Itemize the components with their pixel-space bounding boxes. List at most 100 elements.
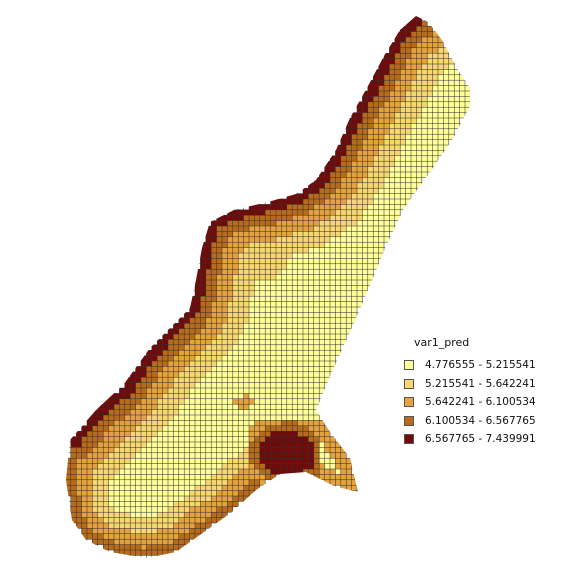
raster-cell <box>384 177 390 183</box>
raster-cell <box>281 339 287 345</box>
raster-cell <box>438 96 444 102</box>
raster-cell <box>276 263 282 270</box>
raster-cell <box>108 490 114 496</box>
raster-cell <box>324 209 330 216</box>
raster-cell <box>184 388 190 394</box>
raster-cell <box>270 425 276 432</box>
raster-cell <box>346 128 352 135</box>
raster-cell <box>405 53 411 59</box>
raster-cell <box>173 366 179 372</box>
raster-cell <box>297 458 303 464</box>
raster-cell <box>211 312 217 318</box>
raster-cell <box>87 501 93 507</box>
raster-cell <box>70 458 77 464</box>
raster-cell <box>200 474 206 480</box>
raster-cell <box>222 274 228 280</box>
raster-cell <box>222 404 228 410</box>
raster-cell <box>324 231 330 237</box>
raster-cell <box>189 463 195 469</box>
raster-cell <box>416 85 422 91</box>
raster-cell <box>427 161 433 167</box>
raster-cell <box>292 452 298 459</box>
raster-cell <box>200 442 206 448</box>
raster-cell <box>265 469 271 475</box>
raster-cell <box>178 317 185 324</box>
raster-cell <box>394 31 401 37</box>
raster-cell <box>384 112 390 118</box>
raster-cell <box>373 242 379 248</box>
raster-cell <box>151 533 158 540</box>
raster-cell <box>373 215 379 221</box>
raster-cell <box>421 91 428 97</box>
raster-cell <box>438 74 444 81</box>
raster-cell <box>330 344 336 351</box>
raster-cell <box>168 474 174 480</box>
raster-cell <box>432 155 438 162</box>
raster-cell <box>157 452 163 459</box>
legend-item: 6.567765 - 7.439991 <box>404 430 536 449</box>
raster-cell <box>243 215 249 221</box>
raster-cell <box>232 301 239 307</box>
raster-cell <box>162 485 168 491</box>
raster-cell <box>265 366 271 372</box>
raster-cell <box>189 371 195 378</box>
raster-cell <box>238 247 244 253</box>
raster-cell <box>400 112 406 118</box>
raster-cell <box>141 485 147 491</box>
raster-cell <box>346 118 352 124</box>
raster-cell <box>421 161 428 167</box>
raster-cell <box>195 501 201 507</box>
raster-cell <box>124 533 131 540</box>
raster-cell <box>157 447 163 453</box>
raster-cell <box>222 447 228 453</box>
raster-cell <box>308 361 314 367</box>
raster-cell <box>141 479 147 486</box>
raster-cell <box>254 290 260 297</box>
raster-cell <box>108 404 114 410</box>
raster-cell <box>254 312 260 318</box>
raster-cell <box>259 236 266 243</box>
raster-cell <box>335 317 341 324</box>
raster-cell <box>200 523 206 529</box>
raster-cell <box>384 53 390 59</box>
raster-cell <box>421 42 428 48</box>
raster-cell <box>438 139 444 145</box>
legend-label: 6.567765 - 7.439991 <box>425 433 536 446</box>
raster-cell <box>367 80 374 86</box>
raster-cell <box>319 371 325 378</box>
raster-cell <box>87 469 93 475</box>
raster-cell <box>81 436 87 442</box>
raster-cell <box>195 269 201 275</box>
raster-cell <box>297 274 303 280</box>
raster-cell <box>292 301 298 307</box>
raster-cell <box>184 334 190 340</box>
raster-cell <box>222 220 228 226</box>
raster-cell <box>211 463 217 469</box>
raster-cell <box>335 231 341 237</box>
raster-cell <box>178 404 185 410</box>
raster-cell <box>232 328 239 334</box>
raster-cell <box>330 463 336 469</box>
raster-cell <box>292 280 298 286</box>
raster-cell <box>389 118 395 124</box>
raster-cell <box>189 458 195 464</box>
raster-cell <box>114 523 120 529</box>
raster-cell <box>92 436 98 442</box>
raster-cell <box>232 371 239 378</box>
raster-cell <box>243 296 249 302</box>
raster-cell <box>222 350 228 356</box>
raster-cell <box>270 242 276 248</box>
raster-cell <box>373 247 379 253</box>
raster-cell <box>281 258 287 264</box>
raster-cell <box>146 409 152 415</box>
raster-cell <box>340 447 347 453</box>
raster-cell <box>103 420 109 426</box>
raster-cell <box>222 339 228 345</box>
raster-cell <box>157 523 163 529</box>
raster-cell <box>367 134 374 140</box>
raster-cell <box>119 463 125 469</box>
raster-cell <box>108 523 114 529</box>
raster-cell <box>297 404 303 410</box>
raster-cell <box>405 199 411 205</box>
raster-cell <box>340 312 347 318</box>
